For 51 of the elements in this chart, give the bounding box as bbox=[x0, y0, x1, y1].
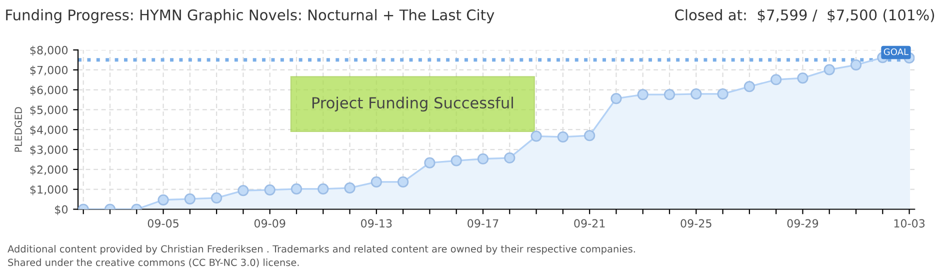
text: Shared under the creative commons (CC BY-NC 3.0) license. bbox=[8, 258, 299, 268]
chart-subtitle: Closed at: $7,599 / $7,500 (101%) bbox=[675, 9, 934, 22]
point bbox=[477, 153, 489, 164]
point bbox=[184, 193, 196, 204]
point bbox=[318, 183, 329, 194]
y-axis-title: PLEDGED bbox=[14, 107, 22, 152]
x-tick-label: 09-29 bbox=[787, 219, 818, 228]
x-tick-label: 10-03 bbox=[894, 219, 925, 228]
x-tick-label: 09-25 bbox=[680, 219, 712, 228]
point bbox=[238, 184, 249, 196]
point bbox=[530, 130, 542, 142]
x-tick-label: 09-17 bbox=[468, 219, 498, 228]
x-tick-label: 09-21 bbox=[574, 219, 605, 228]
point bbox=[344, 182, 356, 194]
x-tick-label: 09-13 bbox=[361, 219, 392, 228]
point bbox=[637, 89, 648, 100]
annotation: Project Funding Successful bbox=[312, 96, 513, 112]
point bbox=[450, 155, 462, 166]
point bbox=[717, 88, 728, 100]
y-tick-label: $4,000 bbox=[30, 125, 68, 136]
point bbox=[504, 152, 516, 164]
y-tick-label: $7,000 bbox=[30, 66, 68, 76]
point bbox=[690, 88, 702, 100]
point bbox=[744, 81, 755, 92]
point bbox=[264, 184, 276, 196]
y-tick-label: $8,000 bbox=[30, 46, 68, 56]
point bbox=[398, 176, 409, 188]
point bbox=[850, 59, 862, 70]
y-tick-label: $0 bbox=[55, 205, 68, 216]
point bbox=[797, 72, 808, 84]
x-tick-label: 09-05 bbox=[148, 219, 178, 228]
point bbox=[770, 74, 782, 86]
point bbox=[211, 192, 222, 204]
x-tick-label: 09-09 bbox=[254, 219, 286, 228]
point bbox=[557, 131, 568, 143]
point bbox=[370, 176, 382, 188]
y-tick-label: $1,000 bbox=[30, 185, 68, 196]
text: Additional content provided by Christian Frederiksen . Trademarks and related content are owned by their respective companies. bbox=[8, 245, 635, 254]
ref-line-label: GOAL bbox=[884, 48, 908, 56]
y-tick-label: $2,000 bbox=[30, 165, 68, 176]
point bbox=[584, 130, 596, 142]
y-tick-label: $5,000 bbox=[30, 105, 68, 116]
y-tick-label: $6,000 bbox=[30, 86, 68, 96]
y-tick-label: $3,000 bbox=[30, 145, 68, 156]
point bbox=[610, 92, 622, 104]
point bbox=[158, 194, 169, 206]
chart-title: Funding Progress: HYMN Graphic Novels: Nocturnal + The Last City bbox=[6, 9, 494, 24]
point bbox=[664, 89, 676, 100]
point bbox=[824, 64, 835, 76]
point bbox=[290, 183, 302, 194]
point bbox=[424, 157, 436, 168]
